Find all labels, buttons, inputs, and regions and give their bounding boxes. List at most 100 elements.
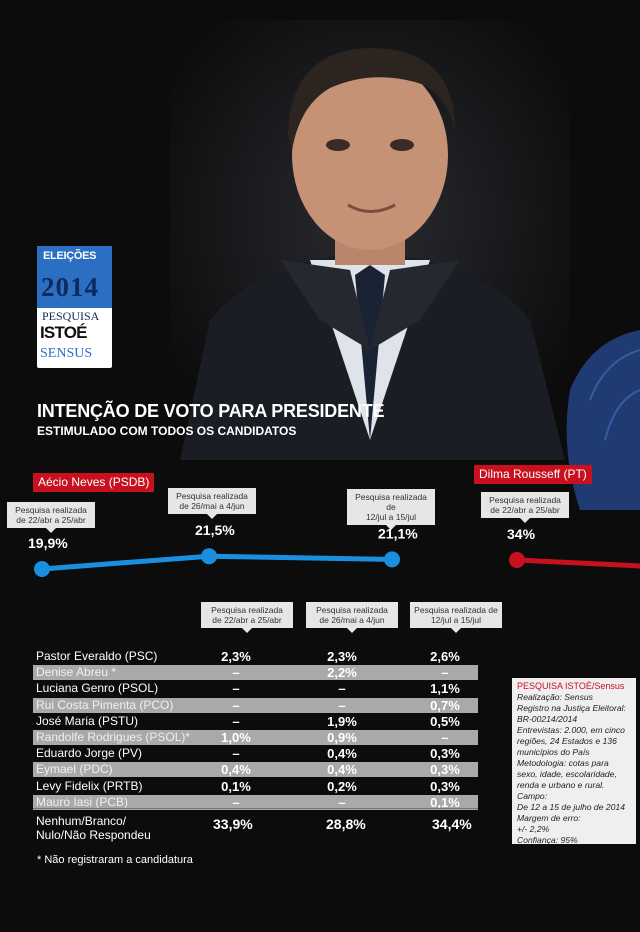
- table-row: José Maria (PSTU) – 1,9% 0,5%: [33, 714, 478, 729]
- methodology-line: Registro na Justiça Eleitoral:: [517, 703, 626, 713]
- candidate-name: Randolfe Rodrigues (PSOL)*: [36, 730, 191, 744]
- logo-pesquisa: PESQUISA: [42, 309, 100, 323]
- table-cell: –: [232, 697, 240, 713]
- header-line: 12/jul a 15/jul: [430, 615, 482, 625]
- header-line: Pesquisa realizada: [211, 605, 283, 615]
- total-label-line: Nenhum/Branco/: [36, 814, 127, 828]
- methodology-line: municípios do País: [517, 747, 590, 757]
- table-row: Luciana Genro (PSOL) – – 1,1%: [33, 681, 478, 696]
- table-cell: –: [441, 730, 449, 745]
- callout-line: Pesquisa realizada: [489, 495, 561, 505]
- table-cell: –: [338, 681, 346, 697]
- candidate-name: Eduardo Jorge (PV): [36, 746, 143, 761]
- callout-line: de 26/mai a 4/jun: [179, 501, 245, 511]
- dilma-period-callout-1: Pesquisa realizada de 22/abr a 25/abr: [481, 492, 569, 523]
- table-cell: –: [232, 794, 240, 810]
- table-cell: –: [232, 713, 240, 729]
- table-cell: –: [232, 746, 240, 762]
- logo-sensus: SENSUS: [40, 346, 93, 361]
- table-cell: 0,1%: [221, 778, 251, 794]
- table-cell: –: [441, 665, 449, 681]
- table-header-3: Pesquisa realizada de 12/jul a 15/jul: [410, 602, 502, 633]
- table-cell: 0,3%: [430, 746, 460, 762]
- candidate-name: Eymael (PDC): [36, 762, 113, 777]
- table-cell: –: [338, 794, 346, 810]
- vote-intention-line-chart: 19,9% 21,5% 21,1% 34%: [28, 522, 640, 577]
- data-point: [384, 551, 400, 568]
- table-cell: 2,2%: [327, 665, 357, 681]
- methodology-line: Margem de erro:: [517, 813, 581, 823]
- data-label: 21,1%: [378, 525, 418, 541]
- table-header-1: Pesquisa realizada de 22/abr a 25/abr: [201, 602, 293, 633]
- table-cell: 2,3%: [221, 649, 251, 664]
- header-line: Pesquisa realizada de: [414, 605, 498, 615]
- aecio-label: Aécio Neves (PSDB): [33, 473, 155, 492]
- methodology-line: Realização: Sensus: [517, 692, 593, 702]
- candidate-name: Pastor Everaldo (PSC): [36, 649, 158, 663]
- candidate-name: Mauro Iasi (PCB): [36, 794, 129, 809]
- data-label: 21,5%: [195, 522, 235, 538]
- callout-line: de 22/abr a 25/abr: [16, 515, 86, 525]
- table-row: Levy Fidelix (PRTB) 0,1% 0,2% 0,3%: [33, 779, 478, 794]
- eleicoes-2014-logo: ELEIÇÕES 2014 PESQUISA ISTOÉ SENSUS: [37, 246, 112, 368]
- methodology-line: De 12 a 15 de julho de 2014: [517, 802, 625, 812]
- callout-line: de 22/abr a 25/abr: [490, 505, 560, 515]
- methodology-line: BR-00214/2014: [517, 714, 578, 724]
- table-cell: 1,1%: [430, 681, 460, 697]
- methodology-line: regiões, 24 Estados e 136: [517, 736, 617, 746]
- data-label: 19,9%: [28, 535, 68, 551]
- data-point: [201, 548, 217, 565]
- table-row: Rui Costa Pimenta (PCO) – – 0,7%: [33, 697, 478, 713]
- methodology-line: sexo, idade, escolaridade,: [517, 769, 617, 779]
- logo-top-band: [37, 246, 112, 308]
- table-row: Mauro Iasi (PCB) – – 0,1%: [33, 794, 478, 810]
- methodology-line: +/- 2,2%: [517, 824, 550, 834]
- table-header-2: Pesquisa realizada de 26/mai a 4/jun: [306, 602, 398, 633]
- data-point: [34, 561, 50, 577]
- table-cell: 1,0%: [221, 730, 251, 745]
- data-label: 34%: [507, 526, 536, 542]
- logo-istoe: ISTOÉ: [40, 323, 87, 342]
- table-cell: 2,6%: [430, 649, 460, 664]
- table-row: Pastor Everaldo (PSC) 2,3% 2,3% 2,6%: [33, 649, 478, 664]
- footnote: * Não registraram a candidatura: [37, 854, 193, 866]
- total-value-2: 28,8%: [326, 816, 366, 832]
- methodology-line: Metodologia: cotas para: [517, 758, 609, 768]
- methodology-heading: PESQUISA ISTOÉ/Sensus: [517, 681, 625, 691]
- table-row: Randolfe Rodrigues (PSOL)* 1,0% 0,9% –: [33, 730, 478, 745]
- aecio-period-callout-1: Pesquisa realizada de 22/abr a 25/abr: [7, 502, 95, 533]
- candidate-photo: [170, 20, 570, 460]
- table-row: Eymael (PDC) 0,4% 0,4% 0,3%: [33, 762, 478, 778]
- total-value-3: 34,4%: [432, 816, 472, 832]
- table-cell: –: [338, 697, 346, 713]
- header-line: de 26/mai a 4/jun: [319, 615, 385, 625]
- methodology-line: Campo:: [517, 791, 548, 801]
- methodology-box: PESQUISA ISTOÉ/Sensus Realização: Sensus…: [512, 678, 636, 845]
- table-cell: 0,2%: [327, 778, 357, 794]
- callout-line: Pesquisa realizada: [15, 505, 87, 515]
- table-cell: 0,9%: [327, 730, 357, 745]
- total-label-line: Nulo/Não Respondeu: [36, 828, 151, 842]
- page-subtitle: ESTIMULADO COM TODOS OS CANDIDATOS: [37, 424, 297, 438]
- header-line: Pesquisa realizada: [316, 605, 388, 615]
- table-row: Denise Abreu * – 2,2% –: [33, 665, 478, 681]
- methodology-line: Confiança: 95%: [517, 835, 578, 845]
- candidate-name: Rui Costa Pimenta (PCO): [36, 697, 174, 712]
- logo-line1: ELEIÇÕES: [43, 250, 97, 262]
- table-cell: 1,9%: [327, 713, 357, 729]
- callout-line: 12/jul a 15/jul: [365, 512, 417, 522]
- header-line: de 22/abr a 25/abr: [212, 615, 282, 625]
- candidate-name: José Maria (PSTU): [36, 713, 139, 728]
- logo-year: 2014: [41, 272, 99, 302]
- aecio-period-callout-3: Pesquisa realizada de 12/jul a 15/jul: [347, 489, 435, 530]
- data-point: [509, 552, 525, 568]
- dilma-label: Dilma Rousseff (PT): [474, 465, 592, 484]
- table-cell: 0,4%: [327, 746, 357, 762]
- total-value-1: 33,9%: [213, 816, 253, 832]
- table-cell: 0,4%: [327, 762, 357, 778]
- candidate-name: Luciana Genro (PSOL): [36, 681, 159, 696]
- series-line-aecio: [41, 553, 393, 572]
- table-separator: [33, 808, 478, 809]
- table-cell: 2,3%: [327, 649, 357, 664]
- total-row-label: Nenhum/Branco/ Nulo/Não Respondeu: [36, 814, 151, 842]
